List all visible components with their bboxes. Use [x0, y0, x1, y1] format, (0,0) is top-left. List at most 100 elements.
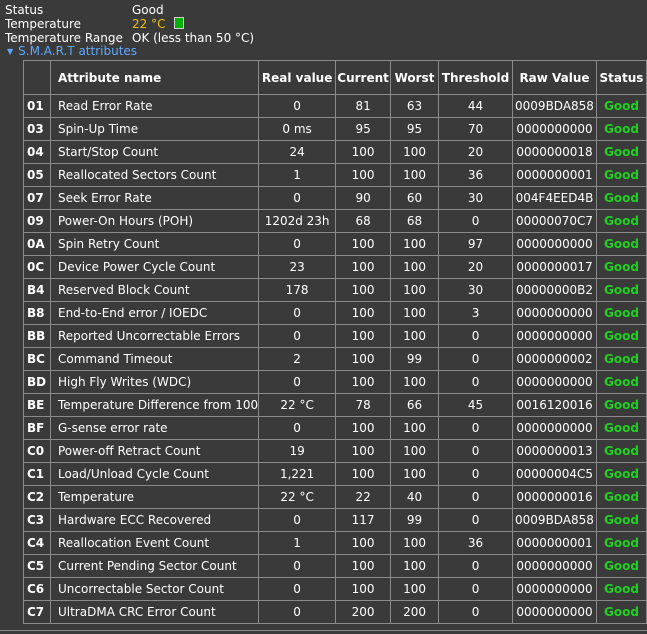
real-value: 1	[258, 531, 337, 555]
table-row[interactable]: B4 Reserved Block Count 178 100 100 30 0000000…	[23, 278, 647, 302]
table-row[interactable]: C3 Hardware ECC Recovered 0 117 99 0 0009BDA85…	[23, 508, 647, 532]
table-row[interactable]: C6 Uncorrectable Sector Count 0 100 100 0 0000…	[23, 577, 647, 601]
current-value: 90	[335, 186, 392, 210]
worst-value: 100	[390, 531, 440, 555]
status-value: Good	[595, 278, 647, 302]
threshold-value: 0	[438, 347, 514, 371]
worst-value: 100	[390, 370, 440, 394]
table-row[interactable]: 03 Spin-Up Time 0 ms 95 95 70 0000000000 Good	[23, 117, 647, 141]
table-row[interactable]: B8 End-to-End error / IOEDC 0 100 100 3 000000…	[23, 301, 647, 325]
table-row[interactable]: 05 Reallocated Sectors Count 1 100 100 36 0000…	[23, 163, 647, 187]
attribute-id: C5	[23, 554, 51, 578]
column-header-id[interactable]	[23, 60, 51, 95]
status-value: Good	[595, 186, 647, 210]
attribute-id: B8	[23, 301, 51, 325]
table-row[interactable]: BF G-sense error rate 0 100 100 0 0000000000 Go…	[23, 416, 647, 440]
attribute-id: 0C	[23, 255, 51, 279]
raw-value: 0000000000	[512, 370, 597, 394]
table-header-row: Attribute name Real value Current Worst …	[23, 60, 647, 95]
worst-value: 100	[390, 554, 440, 578]
threshold-value: 0	[438, 416, 514, 440]
real-value: 0	[258, 186, 337, 210]
attribute-name: Read Error Rate	[49, 94, 260, 118]
status-value: Good	[595, 324, 647, 348]
status-value: Good	[595, 209, 647, 233]
current-value: 100	[335, 324, 392, 348]
table-row[interactable]: C1 Load/Unload Cycle Count 1,221 100 100 0 000…	[23, 462, 647, 486]
status-value: Good	[595, 462, 647, 486]
status-value: Good	[595, 393, 647, 417]
table-body: 01 Read Error Rate 0 81 63 44 0009BDA858 Good 03…	[23, 94, 647, 624]
attribute-id: 09	[23, 209, 51, 233]
table-row[interactable]: C5 Current Pending Sector Count 0 100 100 0 00…	[23, 554, 647, 578]
table-row[interactable]: 09 Power-On Hours (POH) 1202d 23h 68 68 0 0000…	[23, 209, 647, 233]
column-header-threshold[interactable]: Threshold	[438, 60, 514, 95]
worst-value: 100	[390, 324, 440, 348]
status-value: Good	[595, 577, 647, 601]
attribute-id: C4	[23, 531, 51, 555]
bottom-divider	[0, 630, 647, 631]
table-row[interactable]: 0C Device Power Cycle Count 23 100 100 20 0000…	[23, 255, 647, 279]
status-label: Status	[5, 3, 44, 17]
table-row[interactable]: 01 Read Error Rate 0 81 63 44 0009BDA858 Good	[23, 94, 647, 118]
worst-value: 200	[390, 600, 440, 624]
worst-value: 100	[390, 140, 440, 164]
column-header-status[interactable]: Status	[595, 60, 647, 95]
threshold-value: 0	[438, 324, 514, 348]
table-row[interactable]: C2 Temperature 22 °C 22 40 0 0000000016 Good	[23, 485, 647, 509]
smart-attributes-toggle[interactable]: ▼ S.M.A.R.T attributes	[7, 44, 137, 58]
worst-value: 60	[390, 186, 440, 210]
threshold-value: 30	[438, 186, 514, 210]
real-value: 22 °C	[258, 393, 337, 417]
temperature-value: 22 °C	[132, 17, 166, 31]
worst-value: 100	[390, 255, 440, 279]
raw-value: 0000000000	[512, 554, 597, 578]
threshold-value: 0	[438, 554, 514, 578]
raw-value: 0000000001	[512, 163, 597, 187]
column-header-current[interactable]: Current	[335, 60, 392, 95]
status-value: Good	[595, 163, 647, 187]
worst-value: 100	[390, 301, 440, 325]
raw-value: 0000000016	[512, 485, 597, 509]
table-row[interactable]: 0A Spin Retry Count 0 100 100 97 0000000000 Goo…	[23, 232, 647, 256]
attribute-name: End-to-End error / IOEDC	[49, 301, 260, 325]
table-row[interactable]: BC Command Timeout 2 100 99 0 0000000002 Good	[23, 347, 647, 371]
table-row[interactable]: C0 Power-off Retract Count 19 100 100 0 000000…	[23, 439, 647, 463]
worst-value: 68	[390, 209, 440, 233]
current-value: 81	[335, 94, 392, 118]
table-row[interactable]: C7 UltraDMA CRC Error Count 0 200 200 0 000000…	[23, 600, 647, 624]
table-row[interactable]: BB Reported Uncorrectable Errors 0 100 100 0 0…	[23, 324, 647, 348]
current-value: 100	[335, 347, 392, 371]
raw-value: 0000000017	[512, 255, 597, 279]
real-value: 0	[258, 554, 337, 578]
status-value: Good	[595, 416, 647, 440]
status-value: Good	[595, 485, 647, 509]
table-row[interactable]: 04 Start/Stop Count 24 100 100 20 0000000018 Go…	[23, 140, 647, 164]
threshold-value: 0	[438, 439, 514, 463]
worst-value: 63	[390, 94, 440, 118]
attribute-id: 07	[23, 186, 51, 210]
real-value: 1,221	[258, 462, 337, 486]
raw-value: 0000000000	[512, 416, 597, 440]
status-value: Good	[595, 508, 647, 532]
real-value: 0	[258, 370, 337, 394]
status-row: Status Good	[5, 3, 254, 17]
table-row[interactable]: BD High Fly Writes (WDC) 0 100 100 0 000000000…	[23, 370, 647, 394]
attribute-name: Reallocation Event Count	[49, 531, 260, 555]
attribute-id: C7	[23, 600, 51, 624]
column-header-real-value[interactable]: Real value	[258, 60, 337, 95]
table-row[interactable]: C4 Reallocation Event Count 1 100 100 36 00000…	[23, 531, 647, 555]
attribute-name: G-sense error rate	[49, 416, 260, 440]
column-header-raw-value[interactable]: Raw Value	[512, 60, 597, 95]
current-value: 95	[335, 117, 392, 141]
real-value: 0	[258, 94, 337, 118]
current-value: 100	[335, 531, 392, 555]
raw-value: 0000000000	[512, 577, 597, 601]
worst-value: 95	[390, 117, 440, 141]
column-header-worst[interactable]: Worst	[390, 60, 440, 95]
attribute-name: Uncorrectable Sector Count	[49, 577, 260, 601]
table-row[interactable]: BE Temperature Difference from 100 22 °C 78…	[23, 393, 647, 417]
collapse-arrow-icon: ▼	[7, 47, 14, 56]
column-header-attribute-name[interactable]: Attribute name	[49, 60, 260, 95]
table-row[interactable]: 07 Seek Error Rate 0 90 60 30 004F4EED4B Good	[23, 186, 647, 210]
